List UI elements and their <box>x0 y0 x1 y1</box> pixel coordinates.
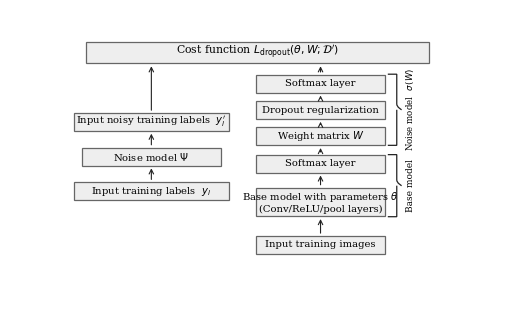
Text: Input training labels  $y_{l}$: Input training labels $y_{l}$ <box>92 185 211 198</box>
Text: Softmax layer: Softmax layer <box>285 159 356 168</box>
Text: Dropout regularization: Dropout regularization <box>262 105 379 114</box>
Text: Softmax layer: Softmax layer <box>285 79 356 88</box>
Text: Cost function $L_{\mathrm{dropout}}(\theta, W; \mathcal{D}^{\prime})$: Cost function $L_{\mathrm{dropout}}(\the… <box>176 44 339 61</box>
Text: Base model with parameters $\theta$
(Conv/ReLU/pool layers): Base model with parameters $\theta$ (Con… <box>242 190 399 214</box>
FancyBboxPatch shape <box>86 42 429 64</box>
FancyBboxPatch shape <box>256 188 385 216</box>
Text: Input training images: Input training images <box>265 240 376 249</box>
Text: Noise model $\Psi$: Noise model $\Psi$ <box>114 151 189 162</box>
Text: Input noisy training labels  $y^{\prime}_{l}$: Input noisy training labels $y^{\prime}_… <box>76 115 226 129</box>
FancyBboxPatch shape <box>82 148 221 166</box>
Text: Weight matrix $W$: Weight matrix $W$ <box>277 129 365 143</box>
Text: Noise model  $\sigma\,(W)$: Noise model $\sigma\,(W)$ <box>404 68 416 151</box>
FancyBboxPatch shape <box>256 127 385 145</box>
FancyBboxPatch shape <box>256 236 385 254</box>
FancyBboxPatch shape <box>74 113 229 131</box>
FancyBboxPatch shape <box>256 155 385 173</box>
FancyBboxPatch shape <box>256 101 385 119</box>
Text: Base model: Base model <box>406 159 414 212</box>
FancyBboxPatch shape <box>256 75 385 93</box>
FancyBboxPatch shape <box>74 182 229 200</box>
